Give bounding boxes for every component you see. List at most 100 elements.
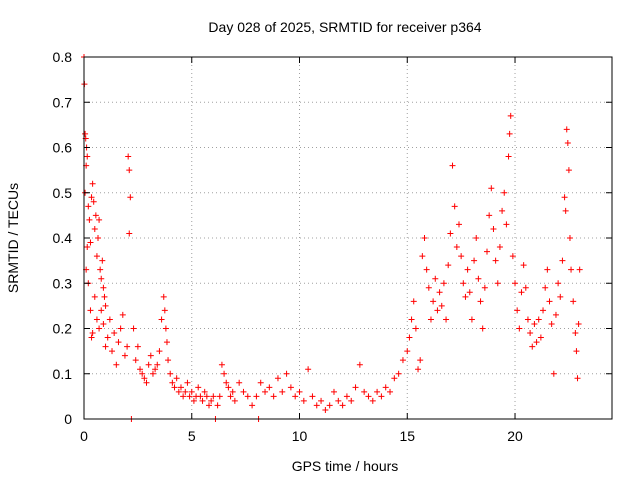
grid-lines [84, 57, 612, 419]
data-point [507, 112, 514, 119]
data-point [382, 384, 389, 391]
data-point [162, 325, 169, 332]
data-point [87, 307, 94, 314]
y-tick-label: 0 [64, 411, 72, 427]
data-point [471, 257, 478, 264]
data-point [432, 275, 439, 282]
data-point [568, 266, 575, 273]
data-point [565, 167, 572, 174]
data-point [404, 348, 411, 355]
data-point [160, 293, 167, 300]
data-point [326, 402, 333, 409]
data-point [484, 248, 491, 255]
data-point [106, 316, 113, 323]
data-point [365, 393, 372, 400]
data-point [562, 207, 569, 214]
data-point [91, 293, 98, 300]
y-tick-label: 0.6 [53, 140, 73, 156]
data-point [369, 397, 376, 404]
data-point [95, 235, 102, 241]
data-point [173, 375, 180, 382]
data-point [490, 225, 497, 232]
data-point [524, 316, 531, 323]
data-point [87, 239, 94, 246]
y-tick-label: 0.8 [53, 49, 73, 65]
data-point [537, 334, 544, 341]
data-point [506, 130, 513, 137]
data-point [505, 153, 512, 160]
data-point [516, 325, 523, 332]
data-point [96, 325, 103, 332]
data-point [132, 357, 139, 364]
data-point [559, 257, 566, 264]
data-point [171, 384, 178, 391]
data-point [415, 366, 422, 373]
data-point [305, 366, 312, 373]
data-point [440, 280, 447, 287]
data-point [425, 284, 432, 291]
data-point [88, 194, 95, 201]
data-point [496, 244, 503, 251]
data-point [438, 302, 445, 309]
data-point [423, 266, 430, 273]
data-point [225, 384, 232, 391]
data-point [84, 153, 91, 160]
data-point [92, 212, 99, 219]
data-point [169, 379, 176, 386]
data-point [126, 230, 133, 237]
data-point [443, 316, 450, 323]
data-point [99, 257, 106, 264]
data-point [572, 330, 579, 337]
data-point [430, 298, 437, 305]
data-point [399, 357, 406, 364]
data-point [205, 402, 212, 409]
data-point [231, 397, 238, 404]
data-point [240, 388, 247, 395]
data-point [548, 320, 555, 327]
data-point [436, 289, 443, 296]
data-point [227, 393, 234, 400]
data-point [84, 244, 91, 251]
data-point [111, 330, 118, 337]
data-point [175, 388, 182, 395]
data-point [458, 253, 465, 260]
data-point [544, 266, 551, 273]
y-tick-label: 0.2 [53, 321, 73, 337]
data-point [100, 284, 107, 291]
x-tick-label: 10 [292, 428, 308, 444]
data-point [156, 348, 163, 355]
data-point [445, 262, 452, 269]
data-point [552, 311, 559, 318]
data-point [167, 370, 174, 377]
data-point [266, 384, 273, 391]
data-point [395, 370, 402, 377]
data-point [188, 388, 195, 395]
data-point [82, 130, 89, 137]
data-point [89, 330, 96, 337]
data-point [570, 298, 577, 305]
data-point [124, 343, 131, 350]
data-point [330, 388, 337, 395]
data-point [550, 370, 557, 377]
data-point [501, 189, 508, 196]
data-point [387, 388, 394, 395]
data-point [101, 293, 108, 300]
data-point [253, 393, 260, 400]
data-point [229, 388, 236, 395]
data-point [244, 393, 251, 400]
data-point [93, 253, 100, 260]
data-point [96, 216, 103, 223]
data-point [447, 230, 454, 237]
data-point [100, 320, 107, 327]
data-point [85, 203, 92, 210]
data-point [529, 343, 536, 350]
data-point [104, 334, 111, 341]
data-point [313, 402, 320, 409]
data-point [455, 221, 462, 228]
data-point [90, 198, 97, 205]
data-point [348, 397, 355, 404]
x-tick-label: 20 [507, 428, 523, 444]
data-point [494, 280, 501, 287]
y-tick-label: 0.7 [53, 94, 73, 110]
data-point [573, 348, 580, 355]
